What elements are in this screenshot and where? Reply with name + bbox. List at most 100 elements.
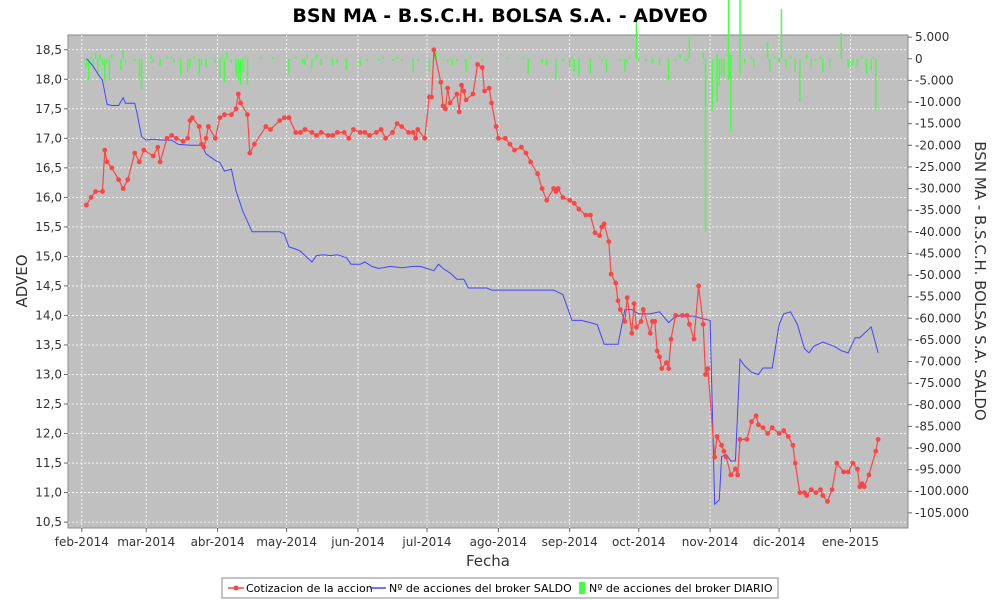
y2-tick-label: -40.000 [915, 225, 961, 239]
x-tick-label: may-2014 [256, 535, 317, 549]
diario-bar [239, 58, 242, 85]
y2-tick-label: -65.000 [915, 333, 961, 347]
x-tick-label: jul-2014 [401, 535, 451, 549]
y2-tick-label: -55.000 [915, 290, 961, 304]
y2-tick-label: -100.000 [915, 484, 969, 498]
x-axis-label: Fecha [466, 552, 510, 570]
price-point [583, 212, 589, 218]
diario-bar [219, 58, 221, 79]
diario-bar [412, 58, 414, 72]
price-point [102, 147, 108, 153]
y-tick-label: 14,0 [35, 308, 62, 322]
price-point [309, 130, 315, 135]
diario-bar [170, 56, 173, 59]
price-point [760, 425, 766, 430]
y2-tick-label: -90.000 [915, 441, 961, 455]
diario-bar [522, 56, 525, 59]
x-tick-label: sep-2014 [542, 535, 598, 549]
diario-bar [465, 58, 467, 72]
diario-bar [711, 58, 714, 111]
price-point [120, 186, 126, 191]
price-point [399, 124, 405, 129]
diario-bar [750, 56, 753, 59]
price-point [797, 490, 803, 495]
diario-bar [320, 58, 322, 66]
diario-bar [272, 56, 274, 59]
price-line [84, 47, 881, 504]
diario-bar [456, 58, 458, 61]
price-point [617, 307, 623, 312]
price-point [818, 487, 823, 492]
price-point [410, 130, 416, 135]
diario-bar [743, 58, 746, 64]
diario-bar [325, 56, 327, 59]
diario-bar [235, 58, 237, 77]
legend-marker-price [233, 585, 239, 591]
x-axis-ticks: feb-2014 mar-2014 abr-2014 may-2014 jun-2014… [55, 528, 879, 549]
diario-bar [242, 58, 244, 72]
y-tick-label: 14,5 [35, 279, 62, 293]
diario-bar [377, 58, 380, 61]
diario-bar [651, 58, 654, 64]
price-point [866, 472, 872, 478]
price-point [861, 484, 867, 490]
price-point [615, 298, 621, 304]
y2-tick-label: -20.000 [915, 138, 961, 152]
price-point [185, 135, 191, 141]
price-point [438, 79, 444, 85]
price-point [443, 106, 448, 112]
price-point [222, 112, 227, 118]
price-point [429, 94, 434, 100]
price-point [489, 100, 494, 106]
price-point [479, 65, 485, 70]
price-point [486, 85, 492, 91]
chart-title: BSN MA - B.S.C.H. BOLSA S.A. - ADVEO [292, 5, 707, 27]
price-point [84, 202, 89, 208]
price-point [136, 159, 142, 165]
diario-bars [85, 0, 877, 232]
diario-bar [260, 56, 263, 59]
price-point [728, 472, 734, 478]
y2-tick-label: -15.000 [915, 117, 961, 131]
price-point [203, 135, 209, 141]
diario-bar [865, 58, 868, 74]
diario-bar [702, 52, 704, 59]
saldo-line [86, 58, 879, 506]
y2-tick-label: -50.000 [915, 268, 961, 282]
y2-tick-label: -105.000 [915, 506, 969, 520]
price-point [756, 422, 761, 428]
diario-bar [624, 58, 626, 72]
diario-bar [723, 58, 725, 77]
price-point [606, 239, 612, 245]
price-point [155, 144, 161, 150]
price-point [125, 177, 131, 183]
diario-bar [822, 58, 824, 72]
price-point [245, 112, 250, 118]
x-tick-label: abr-2014 [191, 535, 245, 549]
diario-bar [562, 58, 564, 61]
diario-bar [626, 58, 628, 64]
diario-bar [667, 58, 670, 81]
diario-bar [769, 58, 771, 72]
price-point [493, 124, 499, 129]
price-point [765, 431, 770, 436]
diario-bar [778, 58, 780, 64]
diario-bar [739, 0, 741, 59]
y2-tick-label: -85.000 [915, 419, 961, 433]
price-point [502, 135, 508, 141]
legend-swatch-diario [579, 582, 585, 594]
price-point [180, 138, 186, 144]
diario-bar [658, 58, 661, 66]
y2-tick-label: -35.000 [915, 203, 961, 217]
price-point [705, 366, 711, 371]
x-tick-label: oct-2014 [612, 535, 666, 549]
price-point [252, 141, 257, 147]
diario-bar [94, 52, 97, 59]
diario-bar [780, 9, 783, 59]
price-point [792, 460, 798, 466]
diario-bar [306, 54, 309, 59]
x-tick-label: ene-2015 [822, 535, 879, 549]
diario-bar [789, 56, 792, 59]
price-point [88, 195, 94, 200]
y-tick-label: 15,5 [35, 220, 62, 234]
